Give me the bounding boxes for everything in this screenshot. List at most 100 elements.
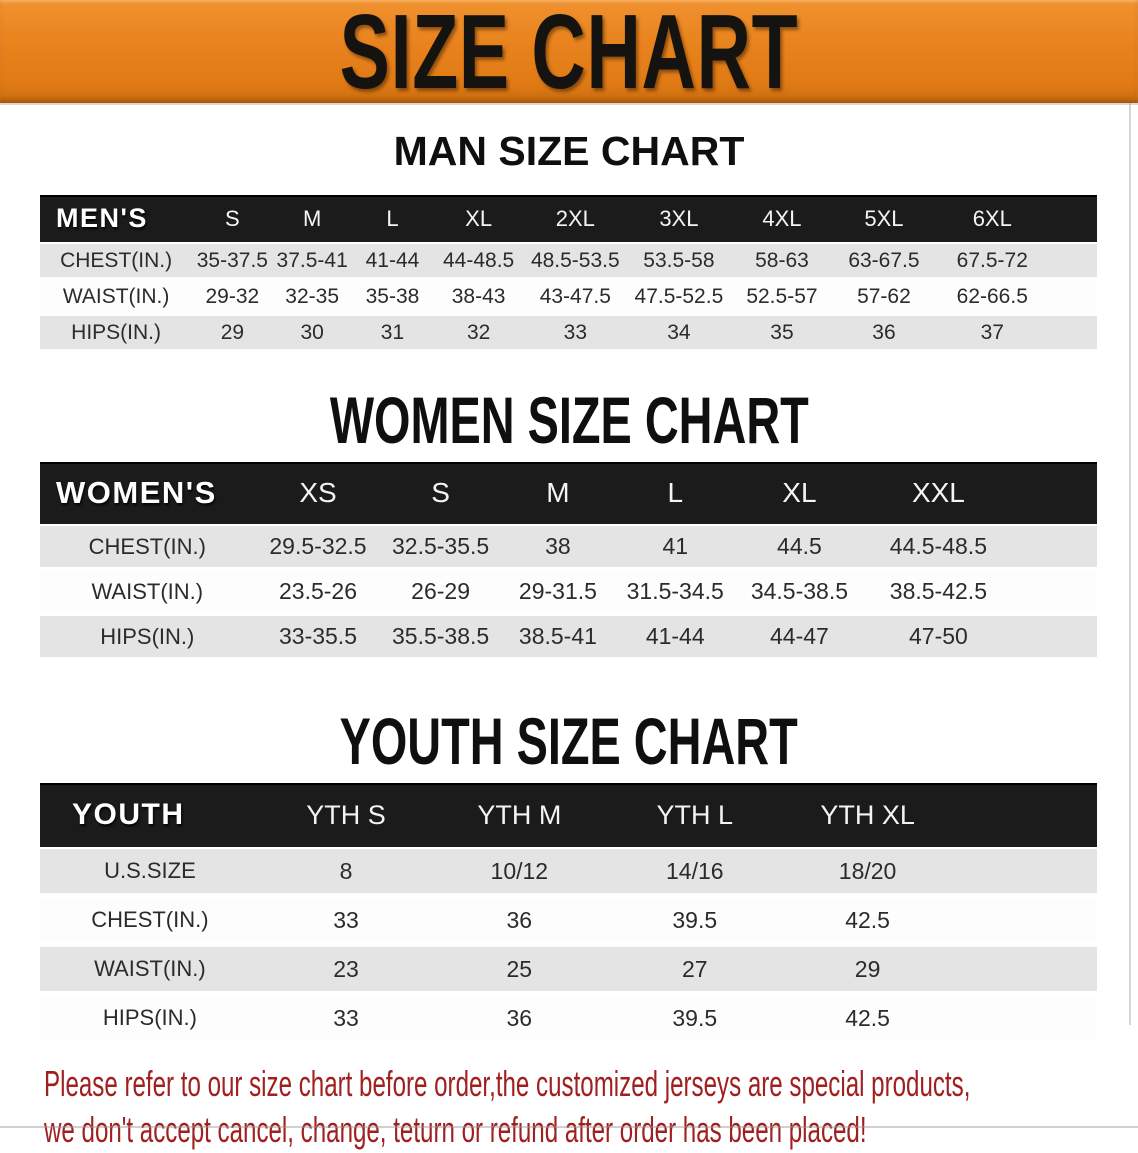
men-row-filler [1049,316,1097,352]
men-cell-waist-in-s: 29-32 [192,280,273,316]
disclaimer-line-2: we don't accept cancel, change, teturn o… [44,1107,1138,1153]
women-cell-chest-in-xxl: 44.5-48.5 [864,526,1013,571]
women-cell-waist-in-xl: 34.5-38.5 [734,571,865,616]
youth-row-label-chest-in: CHEST(IN.) [40,898,260,947]
women-cell-chest-in-xs: 29.5-32.5 [254,526,382,571]
men-column-header-5xl: 5XL [832,195,936,244]
disclaimer: Please refer to our size chart before or… [44,1061,1138,1153]
women-column-header-xl: XL [734,462,865,526]
youth-cell-chest-in-yth-l: 39.5 [606,898,784,947]
banner: SIZE CHART [0,0,1138,105]
women-row-label-waist-in: WAIST(IN.) [40,571,255,616]
youth-row-waist-in: WAIST(IN.) 23 25 27 29 [40,947,1097,996]
youth-column-header-yth-m: YTH M [432,783,607,849]
men-section-title: MAN SIZE CHART [393,128,745,174]
youth-column-header-yth-l: YTH L [606,783,784,849]
women-row-filler [1012,571,1097,616]
youth-cell-waist-in-yth-xl: 29 [783,947,953,996]
youth-row-filler [952,947,1097,996]
men-cell-hips-in-xl: 32 [433,316,525,352]
men-cell-hips-in-4xl: 35 [731,316,833,352]
men-cell-chest-in-xl: 44-48.5 [433,244,525,280]
women-column-header-l: L [616,462,735,526]
men-cell-hips-in-l: 31 [351,316,434,352]
youth-row-chest-in: CHEST(IN.) 33 36 39.5 42.5 [40,898,1097,947]
men-cell-waist-in-m: 32-35 [272,280,352,316]
youth-cell-waist-in-yth-s: 23 [259,947,433,996]
banner-title: SIZE CHART [339,0,799,111]
women-cell-hips-in-s: 35.5-38.5 [381,616,500,661]
women-cell-waist-in-m: 29-31.5 [499,571,617,616]
men-cell-chest-in-6xl: 67.5-72 [935,244,1050,280]
youth-row-label-waist-in: WAIST(IN.) [40,947,260,996]
men-row-chest-in: CHEST(IN.) 35-37.5 37.5-41 41-44 44-48.5 48.5… [40,244,1097,280]
women-cell-hips-in-xxl: 47-50 [864,616,1013,661]
youth-cell-u-s-size-yth-l: 14/16 [606,849,784,898]
youth-cell-chest-in-yth-xl: 42.5 [783,898,953,947]
youth-cell-hips-in-yth-xl: 42.5 [783,996,953,1045]
women-header-filler [1012,462,1097,526]
youth-header-row: YOUTH YTH S YTH M YTH L YTH XL [40,783,1097,849]
youth-cell-hips-in-yth-l: 39.5 [606,996,784,1045]
women-row-waist-in: WAIST(IN.) 23.5-26 26-29 29-31.5 31.5-34.5 34… [40,571,1097,616]
youth-section-title-text: YOUTH SIZE CHART [339,704,799,778]
women-row-chest-in: CHEST(IN.) 29.5-32.5 32.5-35.5 38 41 44.5 44.5… [40,526,1097,571]
women-cell-hips-in-l: 41-44 [616,616,735,661]
disclaimer-line-1: Please refer to our size chart before or… [44,1061,1138,1107]
youth-row-label-u-s-size: U.S.SIZE [40,849,260,898]
youth-row-hips-in: HIPS(IN.) 33 36 39.5 42.5 [40,996,1097,1045]
men-cell-hips-in-3xl: 34 [626,316,732,352]
youth-cell-waist-in-yth-m: 25 [432,947,607,996]
youth-cell-u-s-size-yth-xl: 18/20 [783,849,953,898]
men-cell-hips-in-2xl: 33 [524,316,627,352]
men-column-header-2xl: 2XL [524,195,627,244]
men-cell-hips-in-s: 29 [192,316,273,352]
women-row-filler [1012,616,1097,661]
men-cell-waist-in-2xl: 43-47.5 [524,280,627,316]
men-column-header-l: L [351,195,434,244]
men-cell-chest-in-3xl: 53.5-58 [626,244,732,280]
men-cell-waist-in-l: 35-38 [351,280,434,316]
disclaimer-line-2-text: we don't accept cancel, change, teturn o… [44,1109,867,1150]
women-row-label-chest-in: CHEST(IN.) [40,526,255,571]
youth-row-label-hips-in: HIPS(IN.) [40,996,260,1045]
disclaimer-line-1-text: Please refer to our size chart before or… [44,1063,971,1104]
women-cell-waist-in-xs: 23.5-26 [254,571,382,616]
youth-cell-hips-in-yth-s: 33 [259,996,433,1045]
youth-cell-u-s-size-yth-s: 8 [259,849,433,898]
women-cell-chest-in-xl: 44.5 [734,526,865,571]
women-cell-chest-in-s: 32.5-35.5 [381,526,500,571]
youth-header-filler [952,783,1097,849]
men-cell-waist-in-4xl: 52.5-57 [731,280,833,316]
men-cell-chest-in-2xl: 48.5-53.5 [524,244,627,280]
youth-header-label: YOUTH [40,783,260,849]
women-column-header-xxl: XXL [864,462,1013,526]
men-cell-waist-in-3xl: 47.5-52.5 [626,280,732,316]
men-row-waist-in: WAIST(IN.) 29-32 32-35 35-38 38-43 43-47.5 47.… [40,280,1097,316]
men-column-header-s: S [192,195,273,244]
women-cell-waist-in-s: 26-29 [381,571,500,616]
youth-cell-chest-in-yth-m: 36 [432,898,607,947]
women-size-table: WOMEN'S XS S M L XL XXL CHEST(IN.) 29.5-32.5 32.5… [40,462,1097,661]
men-header-label: MEN'S [40,195,193,244]
men-cell-waist-in-xl: 38-43 [433,280,525,316]
men-cell-hips-in-6xl: 37 [935,316,1050,352]
women-cell-waist-in-l: 31.5-34.5 [616,571,735,616]
men-cell-chest-in-m: 37.5-41 [272,244,352,280]
youth-row-u-s-size: U.S.SIZE 8 10/12 14/16 18/20 [40,849,1097,898]
youth-column-header-yth-s: YTH S [259,783,433,849]
men-row-label-chest-in: CHEST(IN.) [40,244,193,280]
men-cell-chest-in-5xl: 63-67.5 [832,244,936,280]
youth-row-filler [952,898,1097,947]
youth-column-header-yth-xl: YTH XL [783,783,953,849]
men-row-label-hips-in: HIPS(IN.) [40,316,193,352]
men-header-filler [1049,195,1097,244]
youth-cell-chest-in-yth-s: 33 [259,898,433,947]
women-cell-waist-in-xxl: 38.5-42.5 [864,571,1013,616]
women-cell-hips-in-m: 38.5-41 [499,616,617,661]
men-header-row: MEN'S S M L XL 2XL 3XL 4XL 5XL 6XL [40,195,1097,244]
men-cell-chest-in-l: 41-44 [351,244,434,280]
men-size-table: MEN'S S M L XL 2XL 3XL 4XL 5XL 6XL CHEST(IN.) 35-37… [40,195,1097,352]
men-row-label-waist-in: WAIST(IN.) [40,280,193,316]
youth-row-filler [952,849,1097,898]
